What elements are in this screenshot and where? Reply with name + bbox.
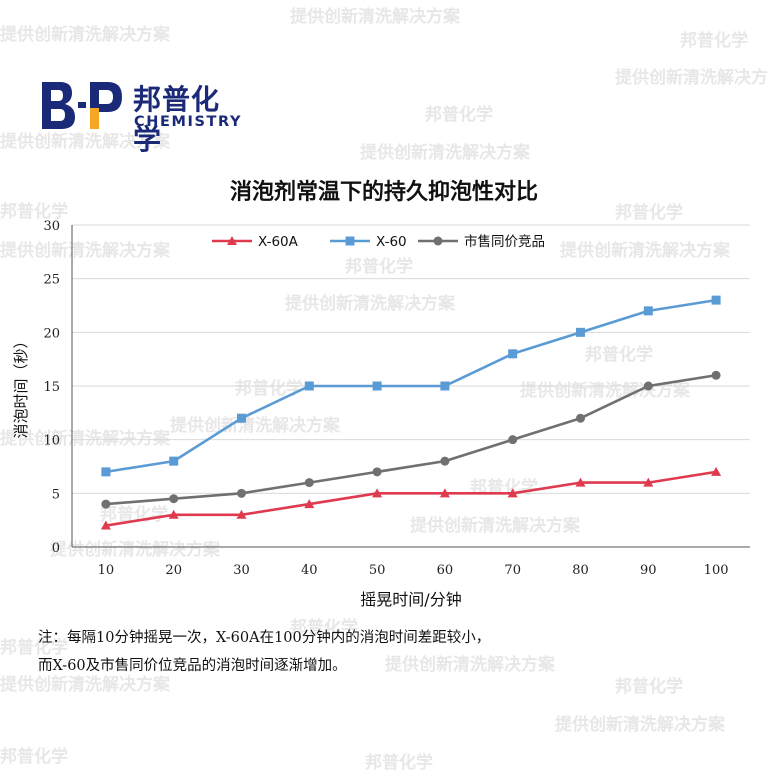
data-point-triangle (304, 499, 315, 509)
line-chart: 0 5 10 15 20 25 30 10 20 30 40 50 60 70 80 90 100 摇晃时间/分钟… (12, 219, 750, 609)
x-tick-label: 100 (704, 563, 729, 578)
y-tick-label: 30 (43, 219, 60, 234)
data-point-triangle (439, 488, 450, 498)
data-point-square (576, 327, 585, 337)
x-tick-label: 50 (369, 563, 386, 578)
data-point-square (372, 381, 382, 391)
x-tick-label: 10 (98, 563, 115, 578)
data-point-circle (237, 488, 246, 498)
logo-mark-icon (42, 82, 122, 129)
brand-name-cn: 邦普化学 (133, 83, 221, 156)
data-point-triangle (711, 466, 722, 476)
note-line-2: 而X-60及市售同价位竞品的消泡时间逐渐增加。 (38, 658, 347, 674)
y-tick-label: 20 (43, 326, 60, 341)
watermark-text: 邦普化学 (0, 747, 68, 767)
x-tick-label: 30 (233, 563, 250, 578)
data-point-square (237, 413, 246, 423)
data-point-circle (101, 499, 111, 509)
data-point-circle (372, 467, 382, 477)
brand-name-en: CHEMISTRY (134, 114, 243, 130)
watermark-text: 提供创新清洗解决方案 (555, 715, 725, 735)
y-tick-label: 15 (43, 380, 60, 395)
brand-logo: 邦普化学 CHEMISTRY (38, 78, 248, 156)
data-point-square (711, 295, 721, 305)
data-point-triangle (507, 488, 518, 498)
series-line (105, 298, 717, 474)
data-point-square (440, 381, 450, 391)
y-tick-label: 5 (52, 487, 60, 502)
legend-label: X-60 (376, 234, 407, 250)
legend-label: 市售同价竞品 (464, 233, 545, 250)
watermark-text: 邦普化学 (365, 753, 433, 773)
data-point-circle (643, 381, 653, 391)
data-point-square (345, 236, 355, 246)
data-point-triangle (100, 520, 111, 530)
data-point-square (508, 349, 518, 359)
y-tick-label: 25 (43, 273, 60, 288)
data-point-triangle (643, 477, 654, 487)
x-tick-label: 40 (301, 563, 318, 578)
legend-label: X-60A (258, 234, 299, 250)
y-axis-label: 消泡时间（秒） (12, 333, 30, 438)
data-point-circle (304, 478, 314, 488)
series-line (105, 373, 717, 506)
data-point-circle (169, 494, 179, 504)
data-point-square (643, 306, 653, 316)
data-point-triangle (236, 509, 247, 519)
data-point-triangle (227, 236, 237, 245)
y-tick-label: 0 (52, 541, 60, 556)
series-line (105, 470, 717, 527)
data-point-square (304, 381, 314, 391)
data-point-circle (433, 236, 443, 246)
x-tick-label: 90 (640, 563, 657, 578)
chart-note: 注：每隔10分钟摇晃一次，X-60A在100分钟内的消泡时间差距较小， 而X-6… (38, 624, 738, 680)
x-tick-label: 20 (165, 563, 182, 578)
data-point-triangle (168, 509, 179, 519)
x-axis-label: 摇晃时间/分钟 (360, 590, 461, 609)
x-tick-label: 60 (437, 563, 454, 578)
data-point-square (169, 456, 179, 466)
x-tick-label: 70 (504, 563, 521, 578)
x-tick-label: 80 (572, 563, 589, 578)
y-tick-label: 10 (43, 434, 60, 449)
data-point-circle (711, 370, 721, 380)
data-point-triangle (575, 477, 586, 487)
data-point-circle (576, 413, 585, 423)
data-point-triangle (372, 488, 383, 498)
data-point-circle (508, 435, 518, 445)
note-line-1: 注：每隔10分钟摇晃一次，X-60A在100分钟内的消泡时间差距较小， (38, 630, 491, 646)
chart-title: 消泡剂常温下的持久抑泡性对比 (229, 179, 538, 205)
data-point-square (101, 467, 111, 477)
data-point-circle (440, 456, 450, 466)
